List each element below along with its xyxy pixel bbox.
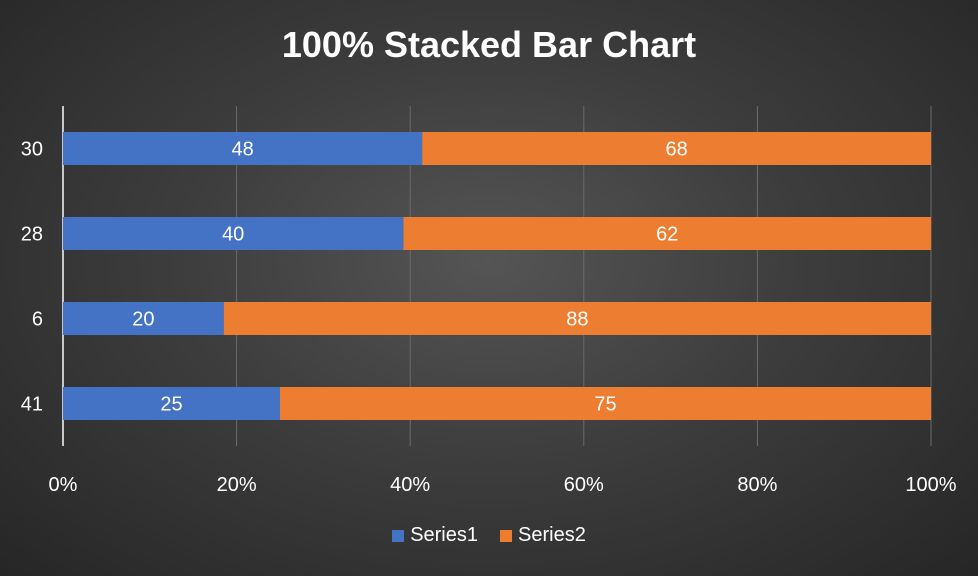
- data-label-series2-0: 75: [594, 394, 616, 416]
- x-tick-label-2: 40%: [390, 474, 430, 496]
- y-tick-label-3: 30: [21, 139, 43, 161]
- bar-series2-1: [223, 302, 932, 335]
- bar-series2-3: [422, 132, 931, 165]
- bar-series2-0: [280, 387, 931, 420]
- bar-series1-0: [63, 387, 280, 420]
- legend-label-series2: Series2: [518, 524, 586, 546]
- bar-series1-1: [63, 302, 224, 335]
- legend-item-series1: Series1: [392, 524, 478, 547]
- y-tick-label-1: 6: [32, 309, 43, 331]
- y-tick-label-2: 28: [21, 224, 43, 246]
- x-tick-label-4: 80%: [737, 474, 777, 496]
- x-tick-label-5: 100%: [905, 474, 956, 496]
- bar-series1-3: [63, 132, 423, 165]
- x-tick-label-0: 0%: [49, 474, 78, 496]
- chart-title: 100% Stacked Bar Chart: [281, 24, 697, 65]
- legend-swatch-series2: [500, 529, 512, 542]
- y-tick-label-0: 41: [21, 394, 43, 416]
- legend-swatch-series1: [392, 529, 405, 542]
- legend-label-series1: Series1: [410, 524, 478, 546]
- chart-legend: Series1 Series2: [0, 524, 978, 547]
- data-label-series1-3: 48: [231, 139, 253, 161]
- x-tick-label-3: 60%: [564, 474, 604, 496]
- data-label-series2-3: 68: [665, 139, 687, 161]
- legend-item-series2: Series2: [500, 524, 586, 547]
- x-tick-label-1: 20%: [217, 474, 257, 496]
- data-label-series1-2: 40: [222, 224, 244, 246]
- data-label-series1-0: 25: [160, 394, 182, 416]
- data-label-series2-1: 88: [566, 309, 588, 331]
- data-label-series2-2: 62: [656, 224, 678, 246]
- data-label-series1-1: 20: [132, 309, 154, 331]
- bar-series2-2: [403, 217, 931, 250]
- bar-series1-2: [63, 217, 404, 250]
